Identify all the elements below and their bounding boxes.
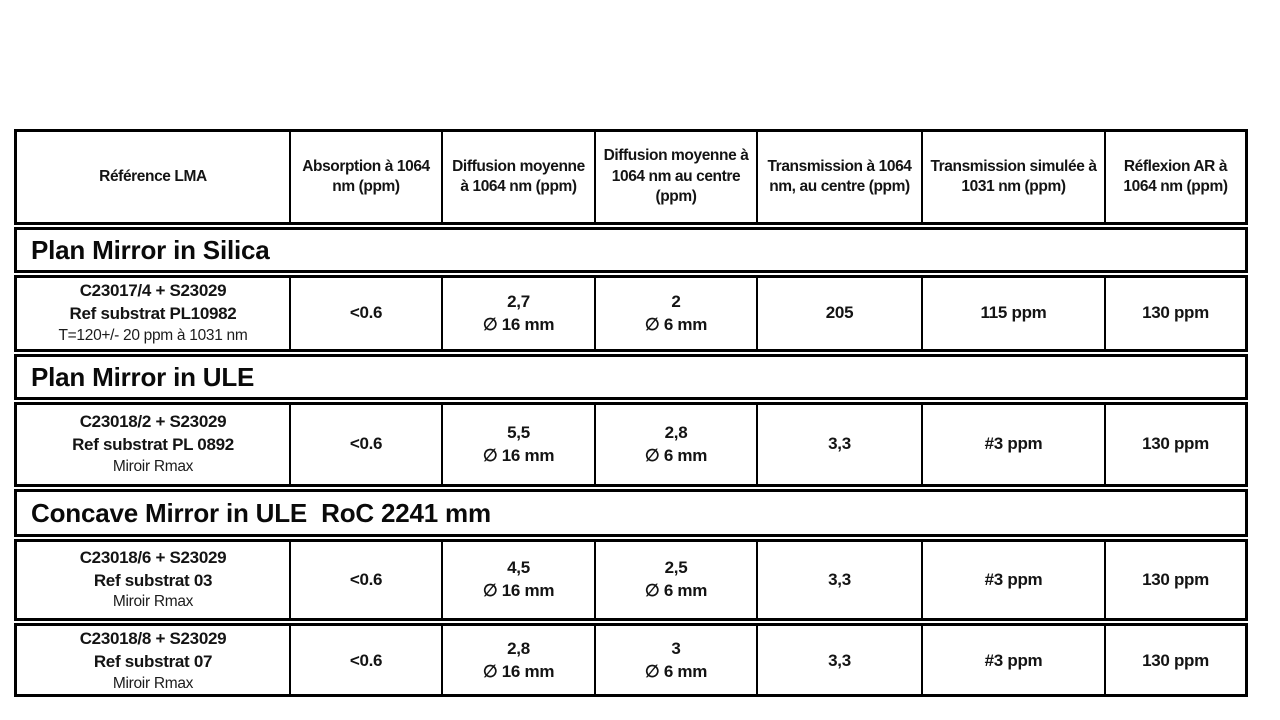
reference-line1: C23018/6 + S23029 [79,547,227,567]
diffusion-mean-value: 2,7 [507,291,530,311]
reference-cell: C23017/4 + S23029 Ref substrat PL10982 T… [17,278,289,349]
diffusion-mean-value: 4,5 [507,558,530,578]
transmission-simulated-cell: #3 ppm [921,405,1104,484]
transmission-simulated-cell: 115 ppm [921,278,1104,349]
column-header-absorption: Absorption à 1064 nm (ppm) [289,132,441,222]
diffusion-center-value: 2,5 [664,558,688,578]
reference-line2: Ref substrat 07 [93,651,213,671]
diffusion-center-value: 2,8 [664,422,688,442]
column-header-reflexion-ar: Réflexion AR à 1064 nm (ppm) [1104,132,1245,222]
reference-line3: Miroir Rmax [112,593,194,611]
transmission-simulated-cell: #3 ppm [921,626,1104,697]
reference-cell: C23018/2 + S23029 Ref substrat PL 0892 M… [17,405,289,484]
diffusion-mean-diameter: ∅ 16 mm [482,581,555,600]
reference-line1: C23018/8 + S23029 [79,629,227,648]
diffusion-mean-cell: 4,5 ∅ 16 mm [441,542,594,618]
reference-line3: Miroir Rmax [112,674,194,692]
diffusion-mean-cell: 5,5 ∅ 16 mm [441,405,594,484]
diffusion-center-value: 3 [671,639,681,659]
diffusion-center-cell: 3 ∅ 6 mm [594,626,756,697]
transmission-cell: 205 [756,278,921,349]
reference-line2: Ref substrat PL10982 [69,304,237,324]
section-header-concave-mirror-ule: Concave Mirror in ULE RoC 2241 mm [14,489,1248,537]
reference-cell: C23018/8 + S23029 Ref substrat 07 Miroir… [17,626,289,697]
diffusion-mean-value: 2,8 [507,639,530,659]
column-header-reference-lma: Référence LMA [99,167,207,185]
diffusion-center-cell: 2,8 ∅ 6 mm [594,405,756,484]
section-header-plan-mirror-silica: Plan Mirror in Silica [14,227,1248,273]
section-title: Concave Mirror in ULE RoC 2241 mm [31,497,491,528]
transmission-cell: 3,3 [756,626,921,697]
table-row: C23017/4 + S23029 Ref substrat PL10982 T… [14,275,1248,352]
diffusion-center-value: 2 [671,291,681,311]
table-row: C23018/2 + S23029 Ref substrat PL 0892 M… [14,402,1248,487]
reference-line3: Miroir Rmax [112,457,194,475]
diffusion-center-cell: 2,5 ∅ 6 mm [594,542,756,618]
column-header-transmission: Transmission à 1064 nm, au centre (ppm) [756,132,921,222]
section-header-plan-mirror-ule: Plan Mirror in ULE [14,354,1248,400]
reference-line1: C23018/2 + S23029 [79,412,227,432]
table-row: C23018/8 + S23029 Ref substrat 07 Miroir… [14,623,1248,697]
reference-cell: C23018/6 + S23029 Ref substrat 03 Miroir… [17,542,289,618]
transmission-cell: 3,3 [756,405,921,484]
diffusion-mean-cell: 2,7 ∅ 16 mm [441,278,594,349]
diffusion-center-diameter: ∅ 6 mm [644,314,708,334]
reflexion-ar-cell: 130 ppm [1104,278,1245,349]
diffusion-center-diameter: ∅ 6 mm [644,662,708,682]
table-row: C23018/6 + S23029 Ref substrat 03 Miroir… [14,539,1248,621]
reflexion-ar-cell: 130 ppm [1104,626,1245,697]
reference-line2: Ref substrat PL 0892 [72,435,234,455]
diffusion-mean-diameter: ∅ 16 mm [482,662,555,682]
diffusion-mean-value: 5,5 [507,422,530,442]
diffusion-center-diameter: ∅ 6 mm [644,581,708,600]
column-header-transmission-simulated: Transmission simulée à 1031 nm (ppm) [921,132,1104,222]
section-title: Plan Mirror in Silica [31,234,270,265]
column-header-diffusion-mean: Diffusion moyenne à 1064 nm (ppm) [441,132,594,222]
absorption-cell: <0.6 [289,405,441,484]
absorption-cell: <0.6 [289,542,441,618]
column-header-diffusion-center: Diffusion moyenne à 1064 nm au centre (p… [594,132,756,222]
absorption-cell: <0.6 [289,626,441,697]
reference-line3: T=120+/- 20 ppm à 1031 nm [58,326,248,344]
diffusion-mean-diameter: ∅ 16 mm [482,445,555,465]
section-title: Plan Mirror in ULE [31,361,255,392]
reference-line1: C23017/4 + S23029 [79,281,227,301]
measurements-table: Référence LMA Absorption à 1064 nm (ppm)… [14,129,1248,697]
transmission-cell: 3,3 [756,542,921,618]
reflexion-ar-cell: 130 ppm [1104,405,1245,484]
reflexion-ar-cell: 130 ppm [1104,542,1245,618]
diffusion-center-diameter: ∅ 6 mm [644,445,708,465]
diffusion-mean-cell: 2,8 ∅ 16 mm [441,626,594,697]
diffusion-mean-diameter: ∅ 16 mm [482,314,555,334]
diffusion-center-cell: 2 ∅ 6 mm [594,278,756,349]
absorption-cell: <0.6 [289,278,441,349]
table-header-row: Référence LMA Absorption à 1064 nm (ppm)… [14,129,1248,225]
reference-line2: Ref substrat 03 [93,570,213,590]
transmission-simulated-cell: #3 ppm [921,542,1104,618]
